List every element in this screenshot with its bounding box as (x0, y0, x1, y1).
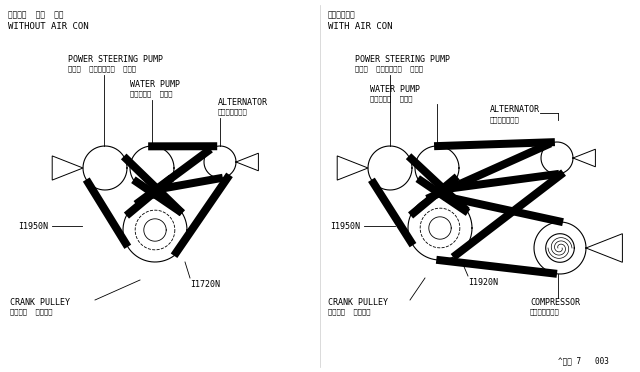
Text: エアコン  レス  仕様: エアコン レス 仕様 (8, 10, 63, 19)
Polygon shape (434, 138, 555, 150)
Polygon shape (155, 174, 223, 193)
Text: ウォーター  ポンプ: ウォーター ポンプ (370, 95, 413, 102)
Text: オルタネーター: オルタネーター (490, 116, 520, 123)
Polygon shape (408, 174, 460, 218)
Text: コンプレッサー: コンプレッサー (530, 308, 560, 315)
Polygon shape (440, 170, 559, 194)
Text: POWER STEERING PUMP: POWER STEERING PUMP (355, 55, 450, 64)
Text: エアコン仕様: エアコン仕様 (328, 10, 356, 19)
Polygon shape (83, 177, 131, 249)
Text: I1950N: I1950N (18, 222, 48, 231)
Text: ALTERNATOR: ALTERNATOR (490, 105, 540, 114)
Text: COMPRESSOR: COMPRESSOR (530, 298, 580, 307)
Text: WITHOUT AIR CON: WITHOUT AIR CON (8, 22, 88, 31)
Text: I1950N: I1950N (330, 222, 360, 231)
Text: クランク  プーリー: クランク プーリー (10, 308, 52, 315)
Text: I1920N: I1920N (468, 278, 498, 287)
Text: ウォーター  ポンプ: ウォーター ポンプ (130, 90, 173, 97)
Polygon shape (134, 146, 213, 208)
Text: I1720N: I1720N (190, 280, 220, 289)
Polygon shape (436, 256, 557, 278)
Text: CRANK PULLEY: CRANK PULLEY (328, 298, 388, 307)
Text: パワー  ステアリング  ポンプ: パワー ステアリング ポンプ (68, 65, 136, 71)
Text: クランク  プーリー: クランク プーリー (328, 308, 371, 315)
Polygon shape (443, 192, 564, 226)
Polygon shape (121, 154, 185, 216)
Polygon shape (406, 153, 470, 214)
Text: オルタネーター: オルタネーター (218, 108, 248, 115)
Polygon shape (415, 175, 470, 216)
Text: ALTERNATOR: ALTERNATOR (218, 98, 268, 107)
Text: WATER PUMP: WATER PUMP (370, 85, 420, 94)
Text: ^･･ 7   003: ^･･ 7 003 (558, 356, 609, 365)
Polygon shape (131, 176, 184, 216)
Polygon shape (124, 175, 174, 219)
Text: POWER STEERING PUMP: POWER STEERING PUMP (68, 55, 163, 64)
Text: パワー  ステアリング  ポンプ: パワー ステアリング ポンプ (355, 65, 423, 71)
Polygon shape (451, 169, 566, 260)
Text: CRANK PULLEY: CRANK PULLEY (10, 298, 70, 307)
Text: WITH AIR CON: WITH AIR CON (328, 22, 392, 31)
Polygon shape (368, 178, 417, 247)
Polygon shape (148, 142, 217, 150)
Polygon shape (171, 173, 233, 258)
Polygon shape (425, 140, 552, 202)
Text: WATER PUMP: WATER PUMP (130, 80, 180, 89)
